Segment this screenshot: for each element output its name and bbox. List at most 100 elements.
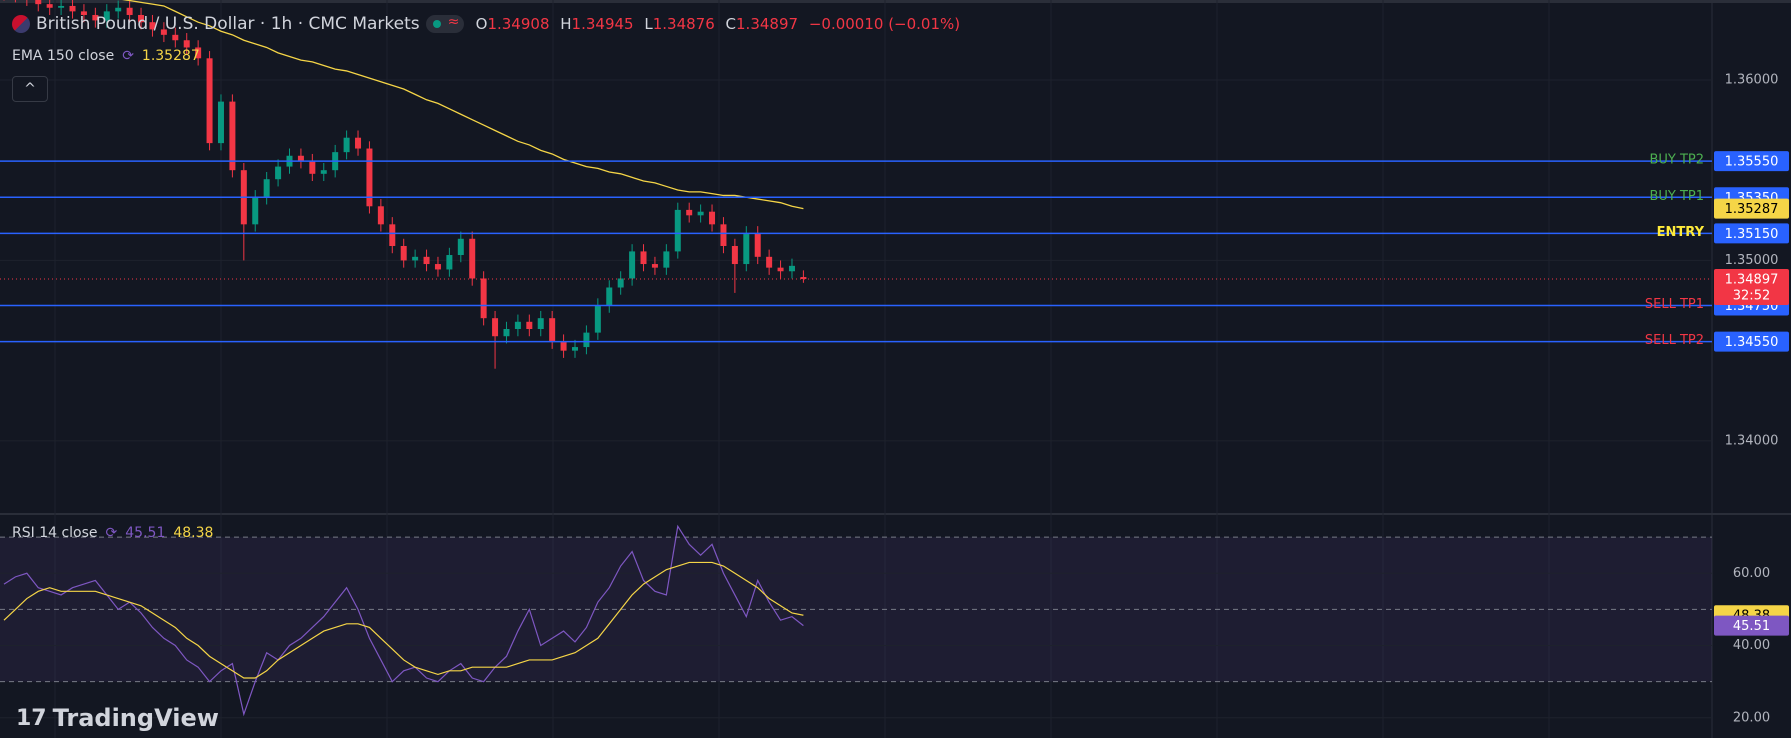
candle-body [720, 224, 727, 246]
candle-body [731, 245, 738, 265]
candle-body [160, 29, 167, 35]
candle-body [492, 318, 499, 337]
ohlc-value: 1.34897 [736, 15, 799, 33]
legend-value: 45.51 [125, 525, 166, 541]
level-label: BUY TP1 [1649, 189, 1704, 204]
grid [0, 0, 1712, 738]
candle-body [46, 4, 53, 8]
candles [3, 0, 807, 369]
candle-body [697, 211, 704, 216]
candle-body [766, 256, 773, 268]
candle-body [560, 341, 567, 351]
candle-body [343, 137, 350, 153]
candle-body [149, 22, 156, 30]
ohlc-key: O [475, 15, 488, 33]
axis-label-box [1714, 615, 1789, 636]
symbol-flag [12, 15, 30, 33]
candle-body [206, 58, 213, 144]
candle-body [263, 179, 270, 198]
rsi-legend: RSI 14 close ⟳ 45.51 48.38 [12, 525, 213, 541]
axis-label-box [1714, 331, 1789, 352]
level-label: ENTRY [1657, 225, 1705, 240]
ohlc-value: 1.34908 [487, 15, 550, 33]
level-label: SELL TP2 [1645, 333, 1704, 348]
y-tick-label: 60.00 [1733, 566, 1770, 581]
axis-label: 45.51 [1733, 619, 1770, 634]
candle-body [172, 34, 179, 41]
candle-body [788, 265, 795, 272]
candle-body [377, 206, 384, 225]
candle-body [183, 40, 190, 48]
candle-body [115, 7, 122, 12]
axis-label-box [1714, 223, 1789, 244]
logo-text: TradingView [52, 704, 219, 732]
candle-body [355, 137, 362, 149]
candle-body [423, 256, 430, 265]
candle-body [674, 209, 681, 252]
candle-body [434, 264, 441, 270]
candle-body [252, 197, 259, 225]
axis-label: 1.34550 [1725, 335, 1779, 350]
candle-body [663, 251, 670, 268]
ema-line [122, 0, 804, 210]
candle-body [651, 264, 658, 268]
candle-body [297, 155, 304, 162]
candle-body [800, 277, 807, 280]
candle-body [126, 7, 133, 15]
candle-body [446, 255, 453, 270]
ohlc-key: C [725, 15, 737, 33]
candle-body [526, 321, 533, 330]
level-label: BUY TP2 [1649, 153, 1704, 168]
candle-body [514, 321, 521, 330]
candle-body [92, 14, 99, 21]
ohlc-value: 1.34945 [571, 15, 634, 33]
candle-body [503, 329, 510, 337]
candle-body [572, 347, 578, 351]
price-box [1714, 269, 1789, 306]
axis-label: 1.35550 [1725, 155, 1779, 170]
axis-label-box [1714, 198, 1789, 219]
countdown: 32:52 [1733, 289, 1770, 304]
candle-body [58, 5, 65, 8]
axis-label: 1.35287 [1725, 202, 1779, 217]
level-label: SELL TP1 [1645, 297, 1704, 312]
candle-body [80, 11, 87, 15]
candle-body [777, 267, 784, 272]
symbol-title: British Pound / U.S. Dollar · 1h · CMC M… [36, 14, 420, 34]
candle-body [195, 47, 202, 59]
candle-body [457, 238, 464, 256]
candle-body [754, 233, 761, 257]
candle-body [549, 318, 556, 342]
y-tick-label: 1.34000 [1725, 433, 1779, 448]
candle-body [606, 287, 613, 306]
candle-body [366, 148, 373, 207]
legend-name: EMA 150 close [12, 48, 115, 64]
candle-body [583, 332, 590, 348]
top-border [0, 0, 1791, 3]
legend-value: 1.35287 [141, 48, 200, 64]
candle-body [69, 5, 76, 12]
indicator-icon: ⟳ [122, 48, 134, 64]
ohlc-value: 1.34876 [652, 15, 715, 33]
collapse-button[interactable]: ^ [12, 76, 48, 102]
axis-label: 1.35150 [1725, 227, 1779, 242]
legend-value: 48.38 [173, 525, 214, 541]
ohlc-key: H [560, 15, 572, 33]
candle-body [469, 238, 476, 279]
rsi-line [3, 524, 804, 717]
candle-body [35, 0, 42, 5]
candle-body [389, 224, 396, 246]
candle-body [275, 166, 282, 180]
symbol-header: British Pound / U.S. Dollar · 1h · CMC M… [12, 14, 960, 34]
candle-body [629, 251, 636, 279]
price-label: 1.34897 [1725, 273, 1779, 288]
indicator-icon: ⟳ [105, 525, 118, 541]
y-tick-label: 40.00 [1733, 638, 1770, 653]
candle-body [103, 11, 110, 21]
candle-body [743, 233, 750, 265]
logo: 𝟭𝟳 TradingView [16, 704, 219, 732]
candle-body [320, 170, 327, 174]
